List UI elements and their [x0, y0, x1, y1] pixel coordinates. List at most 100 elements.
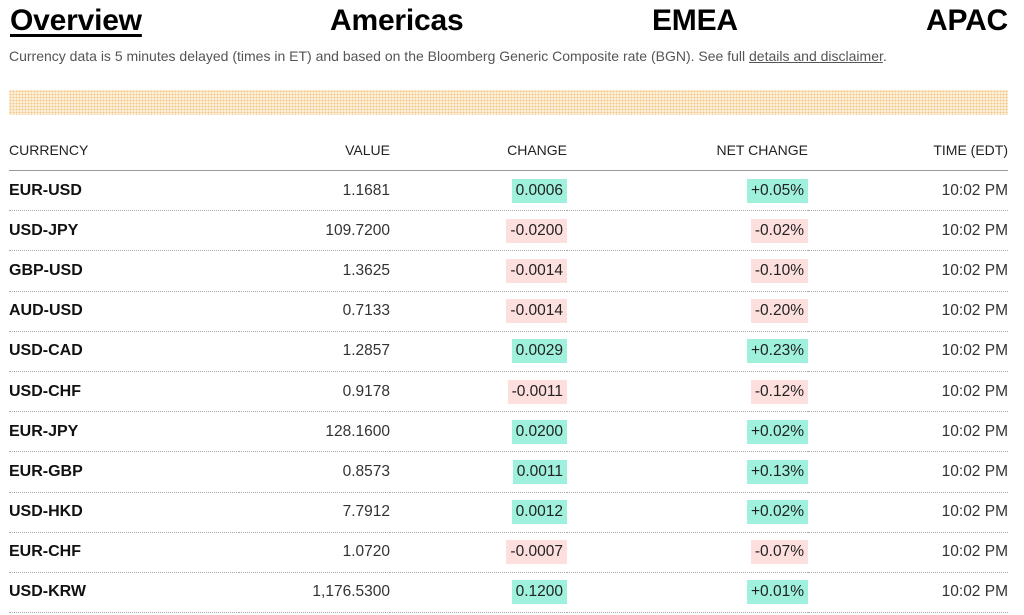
change-badge: 0.0012: [511, 500, 567, 525]
table-row[interactable]: AUD-USD 0.7133 -0.0014 -0.20% 10:02 PM: [9, 291, 1008, 332]
update-time: 10:02 PM: [808, 170, 1008, 212]
net-change-cell: +0.01%: [567, 572, 808, 614]
header-value: VALUE: [239, 130, 390, 171]
header-currency: CURRENCY: [9, 130, 239, 171]
table-header-row: CURRENCY VALUE CHANGE NET CHANGE TIME (E…: [9, 130, 1008, 171]
currency-pair[interactable]: USD-HKD: [9, 492, 239, 533]
update-time: 10:02 PM: [808, 210, 1008, 252]
currency-pair[interactable]: USD-KRW: [9, 572, 239, 614]
net-change-badge: -0.02%: [750, 218, 808, 243]
tab-emea[interactable]: EMEA: [652, 4, 738, 37]
change-cell: -0.0014: [390, 291, 567, 332]
update-time: 10:02 PM: [808, 250, 1008, 292]
currency-pair[interactable]: GBP-USD: [9, 250, 239, 292]
disclaimer-suffix: .: [882, 48, 887, 64]
table-row[interactable]: USD-JPY 109.7200 -0.0200 -0.02% 10:02 PM: [9, 210, 1008, 252]
currency-value: 0.8573: [239, 451, 390, 493]
currency-table: CURRENCY VALUE CHANGE NET CHANGE TIME (E…: [9, 130, 1008, 614]
change-badge: 0.0200: [511, 419, 567, 444]
net-change-cell: -0.10%: [567, 250, 808, 292]
change-badge: -0.0200: [506, 218, 567, 243]
net-change-badge: -0.07%: [750, 540, 808, 565]
currency-pair[interactable]: USD-CHF: [9, 371, 239, 413]
change-cell: 0.0011: [390, 451, 567, 493]
update-time: 10:02 PM: [808, 572, 1008, 614]
change-cell: -0.0007: [390, 532, 567, 573]
change-badge: 0.1200: [511, 580, 567, 605]
currency-pair[interactable]: EUR-CHF: [9, 532, 239, 573]
table-row[interactable]: USD-CAD 1.2857 0.0029 +0.23% 10:02 PM: [9, 331, 1008, 372]
net-change-badge: -0.12%: [750, 379, 808, 404]
change-cell: 0.0012: [390, 492, 567, 533]
table-row[interactable]: GBP-USD 1.3625 -0.0014 -0.10% 10:02 PM: [9, 250, 1008, 292]
tab-overview[interactable]: Overview: [10, 4, 142, 37]
net-change-cell: +0.05%: [567, 170, 808, 212]
table-row[interactable]: EUR-GBP 0.8573 0.0011 +0.13% 10:02 PM: [9, 451, 1008, 493]
delay-disclaimer: Currency data is 5 minutes delayed (time…: [9, 48, 887, 64]
currency-pair[interactable]: USD-CAD: [9, 331, 239, 372]
change-cell: -0.0200: [390, 210, 567, 252]
change-badge: -0.0007: [506, 540, 567, 565]
net-change-badge: +0.13%: [746, 459, 808, 484]
net-change-badge: +0.02%: [746, 419, 808, 444]
update-time: 10:02 PM: [808, 371, 1008, 413]
update-time: 10:02 PM: [808, 411, 1008, 453]
details-disclaimer-link[interactable]: details and disclaimer: [749, 48, 883, 64]
currency-value: 1.3625: [239, 250, 390, 292]
disclaimer-text: Currency data is 5 minutes delayed (time…: [9, 48, 750, 64]
currency-pair[interactable]: USD-JPY: [9, 210, 239, 252]
update-time: 10:02 PM: [808, 451, 1008, 493]
change-badge: 0.0029: [511, 339, 567, 364]
net-change-badge: +0.02%: [746, 500, 808, 525]
currency-pair[interactable]: EUR-JPY: [9, 411, 239, 453]
header-change: CHANGE: [390, 130, 567, 171]
currency-value: 7.7912: [239, 492, 390, 533]
change-cell: 0.1200: [390, 572, 567, 614]
update-time: 10:02 PM: [808, 492, 1008, 533]
currency-pair[interactable]: EUR-USD: [9, 170, 239, 212]
table-row[interactable]: USD-HKD 7.7912 0.0012 +0.02% 10:02 PM: [9, 492, 1008, 533]
change-badge: -0.0011: [507, 379, 567, 404]
change-badge: 0.0011: [512, 459, 567, 484]
net-change-cell: +0.13%: [567, 451, 808, 493]
change-cell: 0.0200: [390, 411, 567, 453]
table-row[interactable]: USD-CHF 0.9178 -0.0011 -0.12% 10:02 PM: [9, 371, 1008, 413]
change-badge: -0.0014: [506, 299, 567, 324]
update-time: 10:02 PM: [808, 291, 1008, 332]
net-change-cell: -0.07%: [567, 532, 808, 573]
currency-value: 1.1681: [239, 170, 390, 212]
net-change-badge: +0.05%: [746, 178, 808, 203]
currency-value: 1.2857: [239, 331, 390, 372]
change-badge: 0.0006: [511, 178, 567, 203]
net-change-cell: -0.02%: [567, 210, 808, 252]
net-change-badge: +0.01%: [746, 580, 808, 605]
table-row[interactable]: EUR-USD 1.1681 0.0006 +0.05% 10:02 PM: [9, 170, 1008, 212]
currency-value: 1,176.5300: [239, 572, 390, 614]
net-change-badge: -0.10%: [750, 258, 808, 283]
region-tabs: Overview Americas EMEA APAC: [10, 4, 1008, 44]
currency-pair[interactable]: AUD-USD: [9, 291, 239, 332]
change-cell: 0.0006: [390, 170, 567, 212]
change-cell: -0.0011: [390, 371, 567, 413]
change-cell: 0.0029: [390, 331, 567, 372]
net-change-badge: -0.20%: [750, 299, 808, 324]
change-cell: -0.0014: [390, 250, 567, 292]
currency-value: 128.1600: [239, 411, 390, 453]
net-change-cell: -0.12%: [567, 371, 808, 413]
currency-pair[interactable]: EUR-GBP: [9, 451, 239, 493]
net-change-cell: +0.02%: [567, 411, 808, 453]
update-time: 10:02 PM: [808, 532, 1008, 573]
tab-americas[interactable]: Americas: [330, 4, 464, 37]
tab-apac[interactable]: APAC: [926, 4, 1008, 37]
header-time: TIME (EDT): [808, 130, 1008, 171]
net-change-cell: +0.23%: [567, 331, 808, 372]
currency-value: 1.0720: [239, 532, 390, 573]
net-change-cell: -0.20%: [567, 291, 808, 332]
table-row[interactable]: USD-KRW 1,176.5300 0.1200 +0.01% 10:02 PM: [9, 572, 1008, 614]
header-net-change: NET CHANGE: [567, 130, 808, 171]
net-change-cell: +0.02%: [567, 492, 808, 533]
change-badge: -0.0014: [506, 258, 567, 283]
update-time: 10:02 PM: [808, 331, 1008, 372]
table-row[interactable]: EUR-JPY 128.1600 0.0200 +0.02% 10:02 PM: [9, 411, 1008, 453]
table-row[interactable]: EUR-CHF 1.0720 -0.0007 -0.07% 10:02 PM: [9, 532, 1008, 573]
